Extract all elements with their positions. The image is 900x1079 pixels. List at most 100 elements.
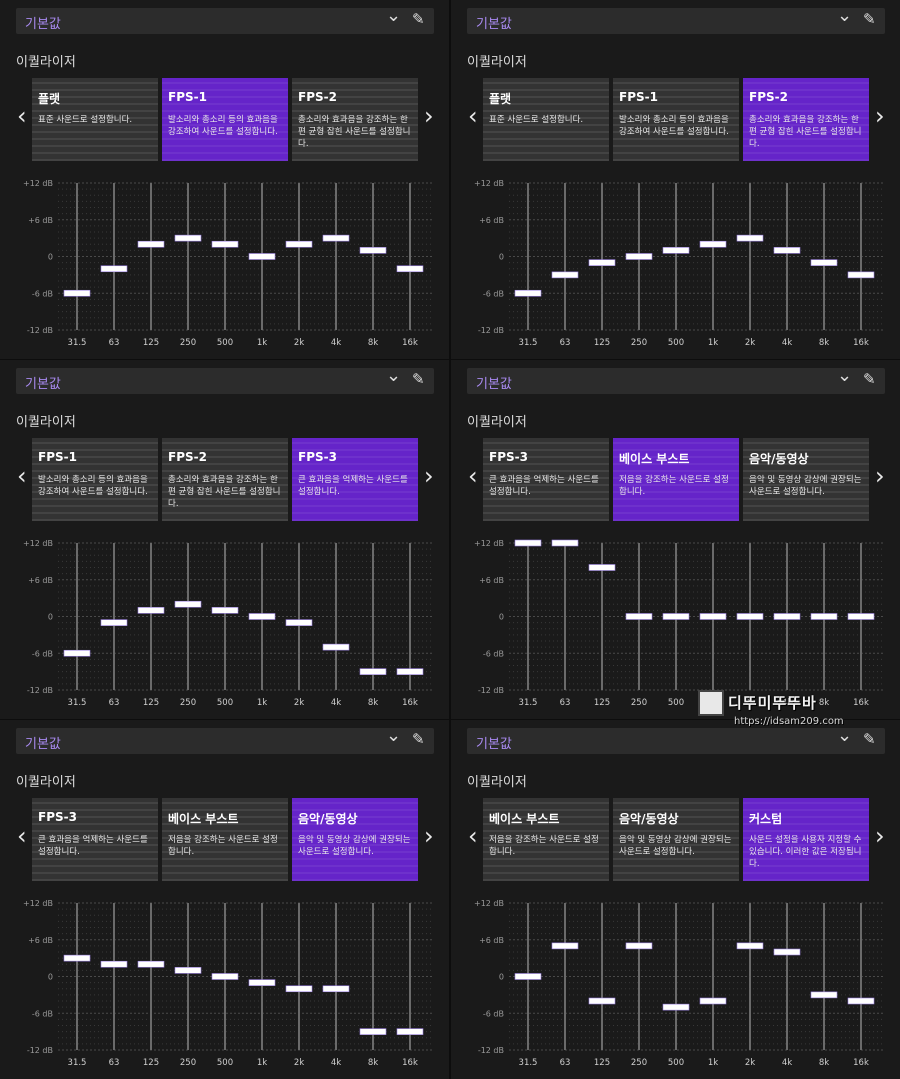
- y-tick-label: +6 dB: [28, 576, 53, 585]
- eq-band-slider: [773, 613, 801, 620]
- preset-card[interactable]: FPS-1 발소리와 총소리 등의 효과음을 강조하여 사운드를 설정합니다.: [613, 78, 739, 161]
- preset-card[interactable]: 플랫 표준 사운드로 설정합니다.: [32, 78, 158, 161]
- preset-card[interactable]: 베이스 부스트 저음을 강조하는 사운드로 설정합니다.: [483, 798, 609, 881]
- preset-card[interactable]: 베이스 부스트 저음을 강조하는 사운드로 설정합니다.: [162, 798, 288, 881]
- pencil-icon[interactable]: ✎: [863, 10, 876, 28]
- chevron-left-icon[interactable]: ‹: [17, 822, 27, 850]
- preset-card[interactable]: FPS-3 큰 효과음을 억제하는 사운드를 설정합니다.: [32, 798, 158, 881]
- preset-card-desc: 큰 효과음을 억제하는 사운드를 설정합니다.: [38, 835, 148, 857]
- preset-dropdown[interactable]: 기본값 ⌄ ✎: [16, 725, 434, 754]
- preset-card[interactable]: FPS-1 발소리와 총소리 등의 효과음을 강조하여 사운드를 설정합니다.: [32, 438, 158, 521]
- preset-dropdown[interactable]: 기본값 ⌄ ✎: [467, 365, 885, 394]
- preset-dropdown[interactable]: 기본값 ⌄ ✎: [467, 5, 885, 34]
- eq-chart: +12 dB +6 dB 0 -6 dB -12 dB 31.5 63 125 250 500 1k…: [474, 899, 884, 1068]
- preset-card[interactable]: 커스텀 사운드 설정을 사용자 지정할 수 있습니다. 이러한 값은 저장됩니다.: [743, 798, 869, 881]
- eq-band-slider: [625, 942, 653, 950]
- eq-band-slider: [588, 997, 616, 1005]
- pencil-icon[interactable]: ✎: [412, 10, 425, 28]
- preset-dropdown[interactable]: 기본값 ⌄ ✎: [16, 365, 434, 394]
- x-tick-label: 250: [180, 338, 196, 348]
- chevron-left-icon[interactable]: ‹: [468, 462, 478, 490]
- x-tick-label: 500: [217, 338, 233, 348]
- chevron-right-icon[interactable]: ›: [875, 462, 885, 490]
- eq-band-slider: [699, 997, 727, 1005]
- preset-dropdown[interactable]: 기본값 ⌄ ✎: [467, 725, 885, 754]
- y-tick-label: -6 dB: [483, 649, 504, 658]
- eq-band-slider: [514, 289, 542, 297]
- x-tick-label: 8k: [368, 1058, 378, 1068]
- chevron-left-icon[interactable]: ‹: [468, 102, 478, 130]
- x-tick-label: 63: [109, 1058, 120, 1068]
- preset-card-desc: 음악 및 동영상 감상에 권장되는 사운드로 설정합니다.: [749, 475, 862, 497]
- preset-card[interactable]: FPS-1 발소리와 총소리 등의 효과음을 강조하여 사운드를 설정합니다.: [162, 78, 288, 161]
- x-tick-label: 125: [594, 338, 610, 348]
- card-pattern: [743, 78, 869, 161]
- preset-dropdown[interactable]: 기본값 ⌄ ✎: [16, 5, 434, 34]
- preset-card[interactable]: FPS-2 총소리와 효과음을 강조하는 한편 균형 잡힌 사운드를 설정합니다.: [292, 78, 418, 161]
- chevron-down-icon[interactable]: ⌄: [386, 365, 402, 386]
- y-tick-label: 0: [48, 973, 53, 982]
- preset-card[interactable]: FPS-2 총소리와 효과음을 강조하는 한편 균형 잡힌 사운드를 설정합니다.: [743, 78, 869, 161]
- preset-card-name: 플랫: [489, 92, 512, 106]
- chevron-left-icon[interactable]: ‹: [17, 462, 27, 490]
- x-tick-label: 1k: [257, 1058, 267, 1068]
- chevron-right-icon[interactable]: ›: [424, 102, 434, 130]
- chevron-down-icon[interactable]: ⌄: [837, 725, 853, 746]
- chevron-down-icon[interactable]: ⌄: [837, 5, 853, 26]
- equalizer-heading: 이퀄라이저: [467, 55, 527, 70]
- x-tick-label: 250: [631, 338, 647, 348]
- chevron-left-icon[interactable]: ‹: [468, 822, 478, 850]
- chevron-down-icon[interactable]: ⌄: [386, 725, 402, 746]
- equalizer-heading: 이퀄라이저: [16, 55, 76, 70]
- pencil-icon[interactable]: ✎: [863, 370, 876, 388]
- chevron-down-icon[interactable]: ⌄: [837, 365, 853, 386]
- pencil-icon[interactable]: ✎: [863, 730, 876, 748]
- x-tick-label: 2k: [294, 1058, 304, 1068]
- chevron-down-icon[interactable]: ⌄: [386, 5, 402, 26]
- eq-chart: +12 dB +6 dB 0 -6 dB -12 dB 31.5 63 125 250 500 1k…: [474, 539, 884, 708]
- preset-card[interactable]: 베이스 부스트 저음을 강조하는 사운드로 설정합니다.: [613, 438, 739, 521]
- eq-band-slider: [514, 973, 542, 980]
- y-tick-label: 0: [499, 613, 504, 622]
- preset-label: 기본값: [476, 17, 512, 32]
- y-tick-label: -12 dB: [478, 686, 504, 695]
- card-pattern: [162, 438, 288, 521]
- y-tick-label: 0: [48, 613, 53, 622]
- card-pattern: [613, 78, 739, 161]
- chevron-right-icon[interactable]: ›: [424, 462, 434, 490]
- y-tick-label: +12 dB: [23, 179, 53, 188]
- x-tick-label: 2k: [294, 698, 304, 708]
- eq-band-slider: [100, 960, 128, 968]
- eq-band-slider: [285, 619, 313, 626]
- chevron-left-icon[interactable]: ‹: [17, 102, 27, 130]
- eq-band-slider: [359, 668, 387, 675]
- preset-card[interactable]: 음악/동영상 음악 및 동영상 감상에 권장되는 사운드로 설정합니다.: [613, 798, 739, 881]
- preset-card[interactable]: FPS-2 총소리와 효과음을 강조하는 한편 균형 잡힌 사운드를 설정합니다.: [162, 438, 288, 521]
- chevron-right-icon[interactable]: ›: [424, 822, 434, 850]
- preset-card-name: FPS-3: [38, 810, 77, 824]
- preset-card-desc: 음악 및 동영상 감상에 권장되는 사운드로 설정합니다.: [298, 835, 411, 857]
- x-tick-label: 1k: [257, 698, 267, 708]
- preset-label: 기본값: [476, 737, 512, 752]
- preset-card-name: FPS-1: [619, 90, 658, 104]
- y-tick-label: -6 dB: [32, 1009, 53, 1018]
- x-tick-label: 2k: [745, 338, 755, 348]
- card-pattern: [162, 78, 288, 161]
- eq-band-slider: [810, 613, 838, 620]
- preset-card[interactable]: FPS-3 큰 효과음을 억제하는 사운드를 설정합니다.: [292, 438, 418, 521]
- preset-card-desc: 표준 사운드로 설정합니다.: [489, 115, 584, 125]
- x-tick-label: 500: [668, 338, 684, 348]
- chevron-right-icon[interactable]: ›: [875, 102, 885, 130]
- eq-panel: 기본값 ⌄ ✎ 이퀄라이저 ‹ › FPS-3 큰 효과음을 억제하는 사운드를 설정합니다.…: [451, 360, 900, 719]
- pencil-icon[interactable]: ✎: [412, 730, 425, 748]
- preset-card-name: 베이스 부스트: [168, 812, 239, 826]
- preset-card[interactable]: 음악/동영상 음악 및 동영상 감상에 권장되는 사운드로 설정합니다.: [743, 438, 869, 521]
- x-tick-label: 4k: [331, 338, 341, 348]
- eq-band-slider: [137, 607, 165, 614]
- y-tick-label: -6 dB: [32, 289, 53, 298]
- pencil-icon[interactable]: ✎: [412, 370, 425, 388]
- chevron-right-icon[interactable]: ›: [875, 822, 885, 850]
- preset-card[interactable]: 음악/동영상 음악 및 동영상 감상에 권장되는 사운드로 설정합니다.: [292, 798, 418, 881]
- preset-card[interactable]: FPS-3 큰 효과음을 억제하는 사운드를 설정합니다.: [483, 438, 609, 521]
